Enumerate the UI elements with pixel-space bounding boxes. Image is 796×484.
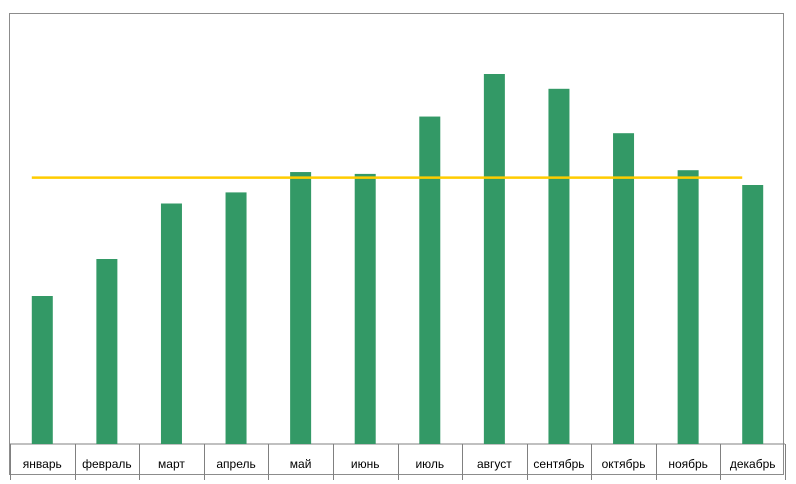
bar-август [483, 74, 505, 444]
bar-октябрь [613, 133, 635, 444]
x-tick-label-апрель: апрель [216, 457, 255, 471]
bar-май [290, 172, 312, 445]
chart-frame [9, 13, 784, 475]
x-tick-label-ноябрь: ноябрь [668, 457, 708, 471]
bar-сентябрь [548, 88, 570, 445]
bar-февраль [96, 259, 118, 444]
bar-июнь [354, 173, 376, 444]
x-tick-label-июль: июль [415, 457, 444, 471]
x-tick-label-январь: январь [23, 457, 62, 471]
x-tick-label-февраль: февраль [82, 457, 132, 471]
x-tick-label-март: март [158, 457, 185, 471]
bar-декабрь [742, 185, 764, 444]
bar-апрель [225, 192, 247, 444]
bar-ноябрь [677, 170, 699, 444]
x-tick-label-декабрь: декабрь [730, 457, 776, 471]
x-tick-label-август: август [477, 457, 512, 471]
x-tick-label-май: май [290, 457, 312, 471]
x-tick-label-июнь: июнь [351, 457, 380, 471]
x-tick-label-октябрь: октябрь [602, 457, 646, 471]
bar-март [160, 203, 182, 444]
bar-июль [419, 116, 441, 445]
bar-январь [31, 296, 53, 444]
x-tick-label-сентябрь: сентябрь [533, 457, 584, 471]
